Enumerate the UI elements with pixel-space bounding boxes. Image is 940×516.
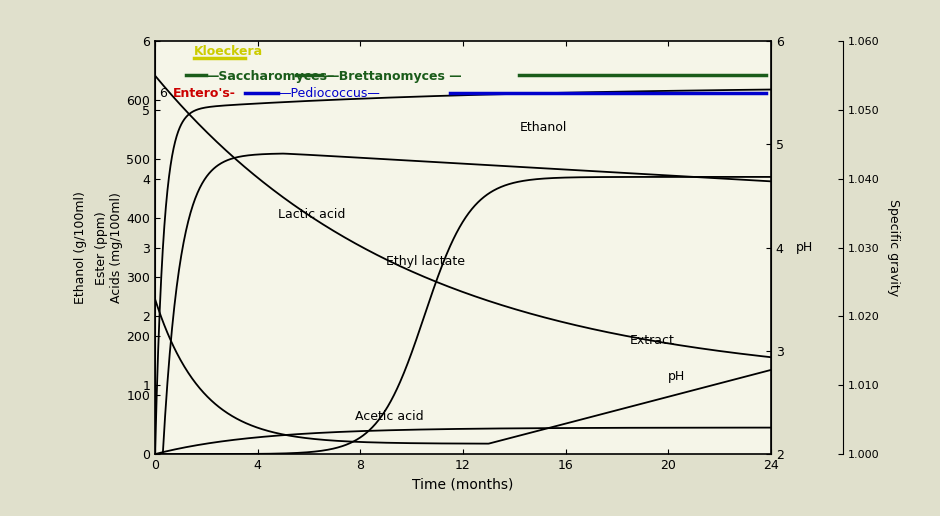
Y-axis label: Ethanol (g/100ml): Ethanol (g/100ml) (73, 191, 86, 304)
Text: — Brettanomyces —: — Brettanomyces — (321, 70, 462, 83)
Text: Acetic acid: Acetic acid (355, 410, 424, 423)
Text: Ethanol: Ethanol (520, 121, 567, 134)
Text: Kloeckera: Kloeckera (194, 45, 262, 58)
Text: pH: pH (668, 370, 685, 383)
Text: —Pediococcus—: —Pediococcus— (278, 87, 380, 100)
Text: 6: 6 (159, 87, 166, 100)
Y-axis label: pH: pH (796, 241, 813, 254)
X-axis label: Time (months): Time (months) (413, 477, 513, 492)
Text: Extract: Extract (630, 334, 675, 347)
Text: Ethyl lactate: Ethyl lactate (386, 255, 465, 268)
Text: —Saccharomyces—: —Saccharomyces— (207, 70, 339, 83)
Text: Entero's-: Entero's- (173, 87, 236, 100)
Y-axis label: Ester (ppm)
Acids (mg/100ml): Ester (ppm) Acids (mg/100ml) (96, 192, 123, 303)
Text: Lactic acid: Lactic acid (278, 208, 346, 221)
Y-axis label: Specific gravity: Specific gravity (887, 199, 901, 296)
